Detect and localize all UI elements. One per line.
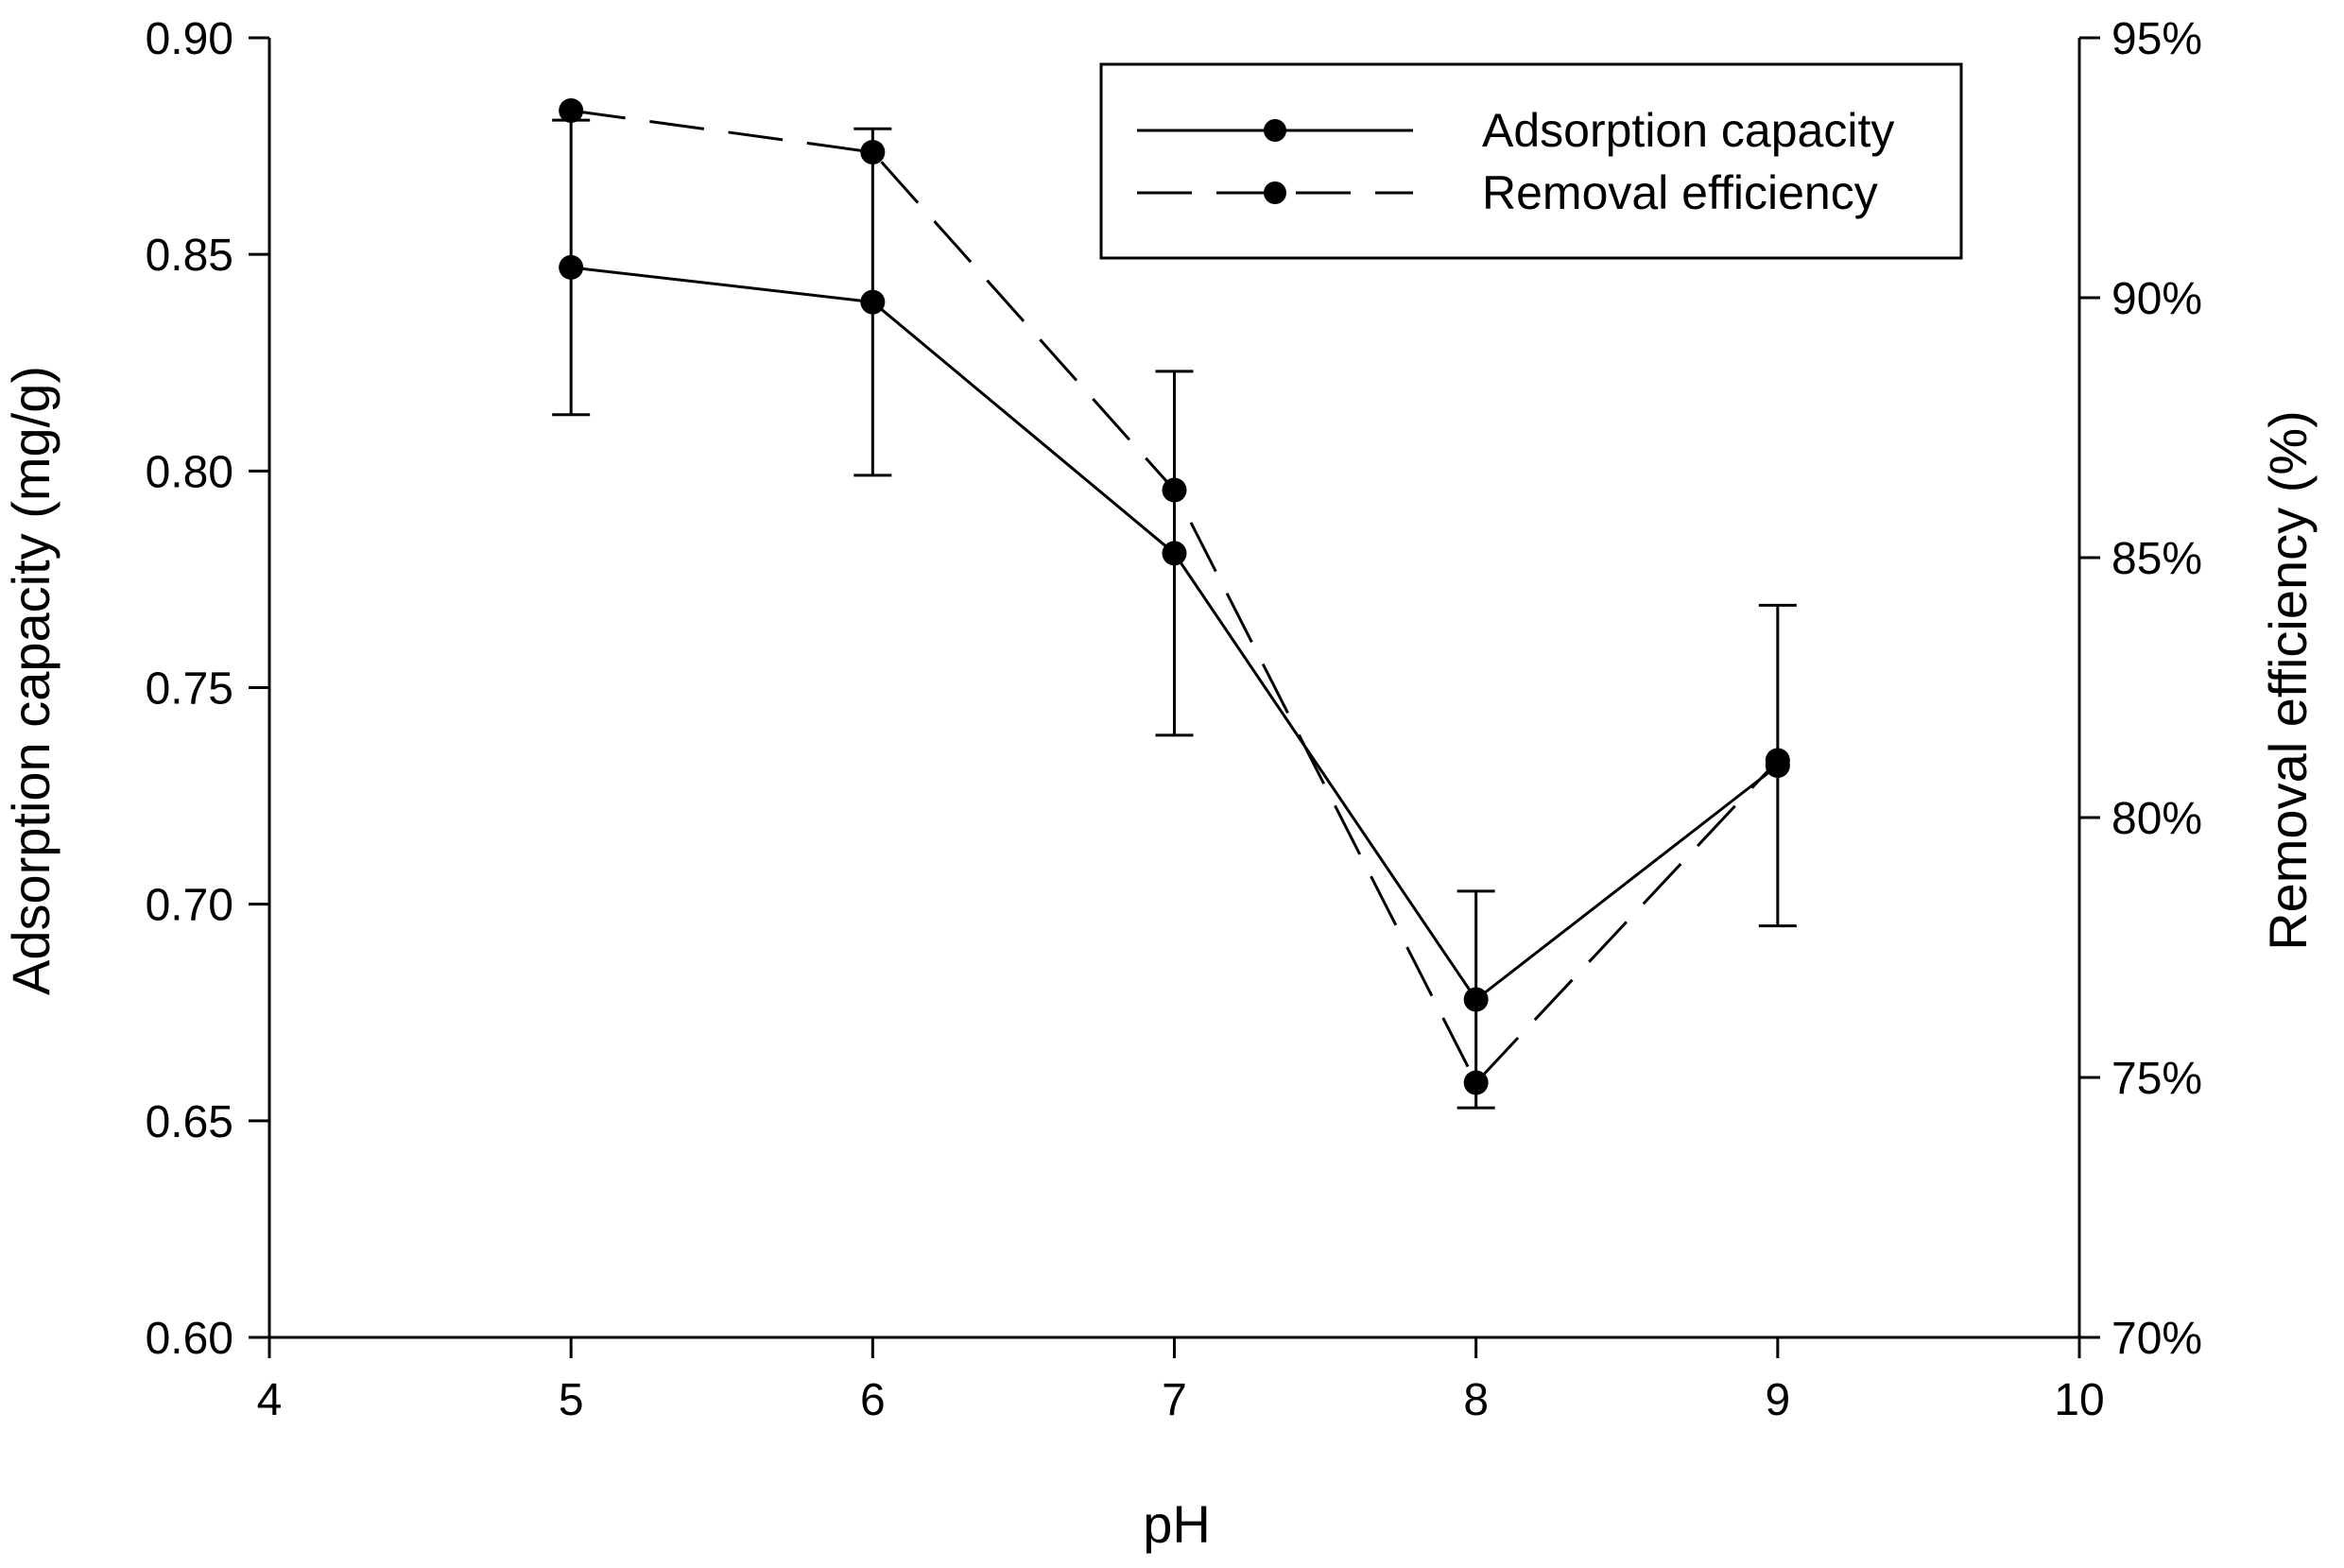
y-right-tick-label: 70% — [2111, 1314, 2202, 1364]
y-left-tick-label: 0.75 — [146, 664, 233, 715]
x-tick-label: 5 — [559, 1375, 584, 1425]
x-tick-label: 9 — [1765, 1375, 1790, 1425]
data-point-adsorption-capacity — [559, 254, 584, 280]
y-axis-right: 70% 75% 80% 85% 90% 95% — [2079, 14, 2202, 1364]
y-right-tick-label: 80% — [2111, 794, 2202, 844]
legend-label-adsorption: Adsorption capacity — [1482, 104, 1894, 157]
legend: Adsorption capacity Removal efficiency — [1099, 62, 1963, 260]
y-left-tick-label: 0.80 — [146, 447, 233, 497]
x-tick-label: 7 — [1162, 1375, 1187, 1425]
data-point-adsorption-capacity — [1162, 541, 1187, 566]
legend-marker-removal — [1264, 181, 1286, 204]
x-tick-label: 8 — [1463, 1375, 1489, 1425]
legend-label-removal: Removal efficiency — [1482, 166, 1878, 219]
y-left-tick-label: 0.65 — [146, 1097, 233, 1147]
y-right-tick-label: 75% — [2111, 1054, 2202, 1104]
data-point-removal-efficiency — [1765, 748, 1790, 773]
x-axis-title: pH — [1143, 1494, 1211, 1554]
x-tick-label: 10 — [2054, 1375, 2104, 1425]
legend-box — [1099, 62, 1963, 260]
data-point-adsorption-capacity — [860, 289, 886, 315]
data-points — [559, 98, 1790, 1095]
legend-marker-adsorption — [1264, 119, 1286, 142]
y-left-tick-label: 0.60 — [146, 1314, 233, 1364]
y-right-tick-label: 85% — [2111, 534, 2202, 584]
y-left-tick-label: 0.90 — [146, 14, 233, 64]
x-tick-label: 6 — [860, 1375, 886, 1425]
y-right-tick-label: 90% — [2111, 274, 2202, 324]
y-axis-right-title: Removal efficiency (%) — [2258, 410, 2318, 951]
y-right-tick-label: 95% — [2111, 14, 2202, 64]
y-left-tick-label: 0.70 — [146, 881, 233, 931]
y-axis-left-title: Adsorption capacity (mg/g) — [1, 366, 60, 995]
data-point-adsorption-capacity — [1463, 987, 1489, 1012]
x-axis: 4 5 6 7 8 9 10 — [257, 1337, 2105, 1425]
x-tick-label: 4 — [257, 1375, 283, 1425]
y-left-tick-label: 0.85 — [146, 231, 233, 281]
data-point-removal-efficiency — [1463, 1070, 1489, 1095]
data-point-removal-efficiency — [1162, 477, 1187, 503]
data-point-removal-efficiency — [860, 140, 886, 164]
y-axis-left: 0.60 0.65 0.70 0.75 0.80 0.85 0.90 — [146, 14, 269, 1364]
error-bars — [552, 118, 1797, 1110]
data-point-removal-efficiency — [559, 98, 584, 123]
